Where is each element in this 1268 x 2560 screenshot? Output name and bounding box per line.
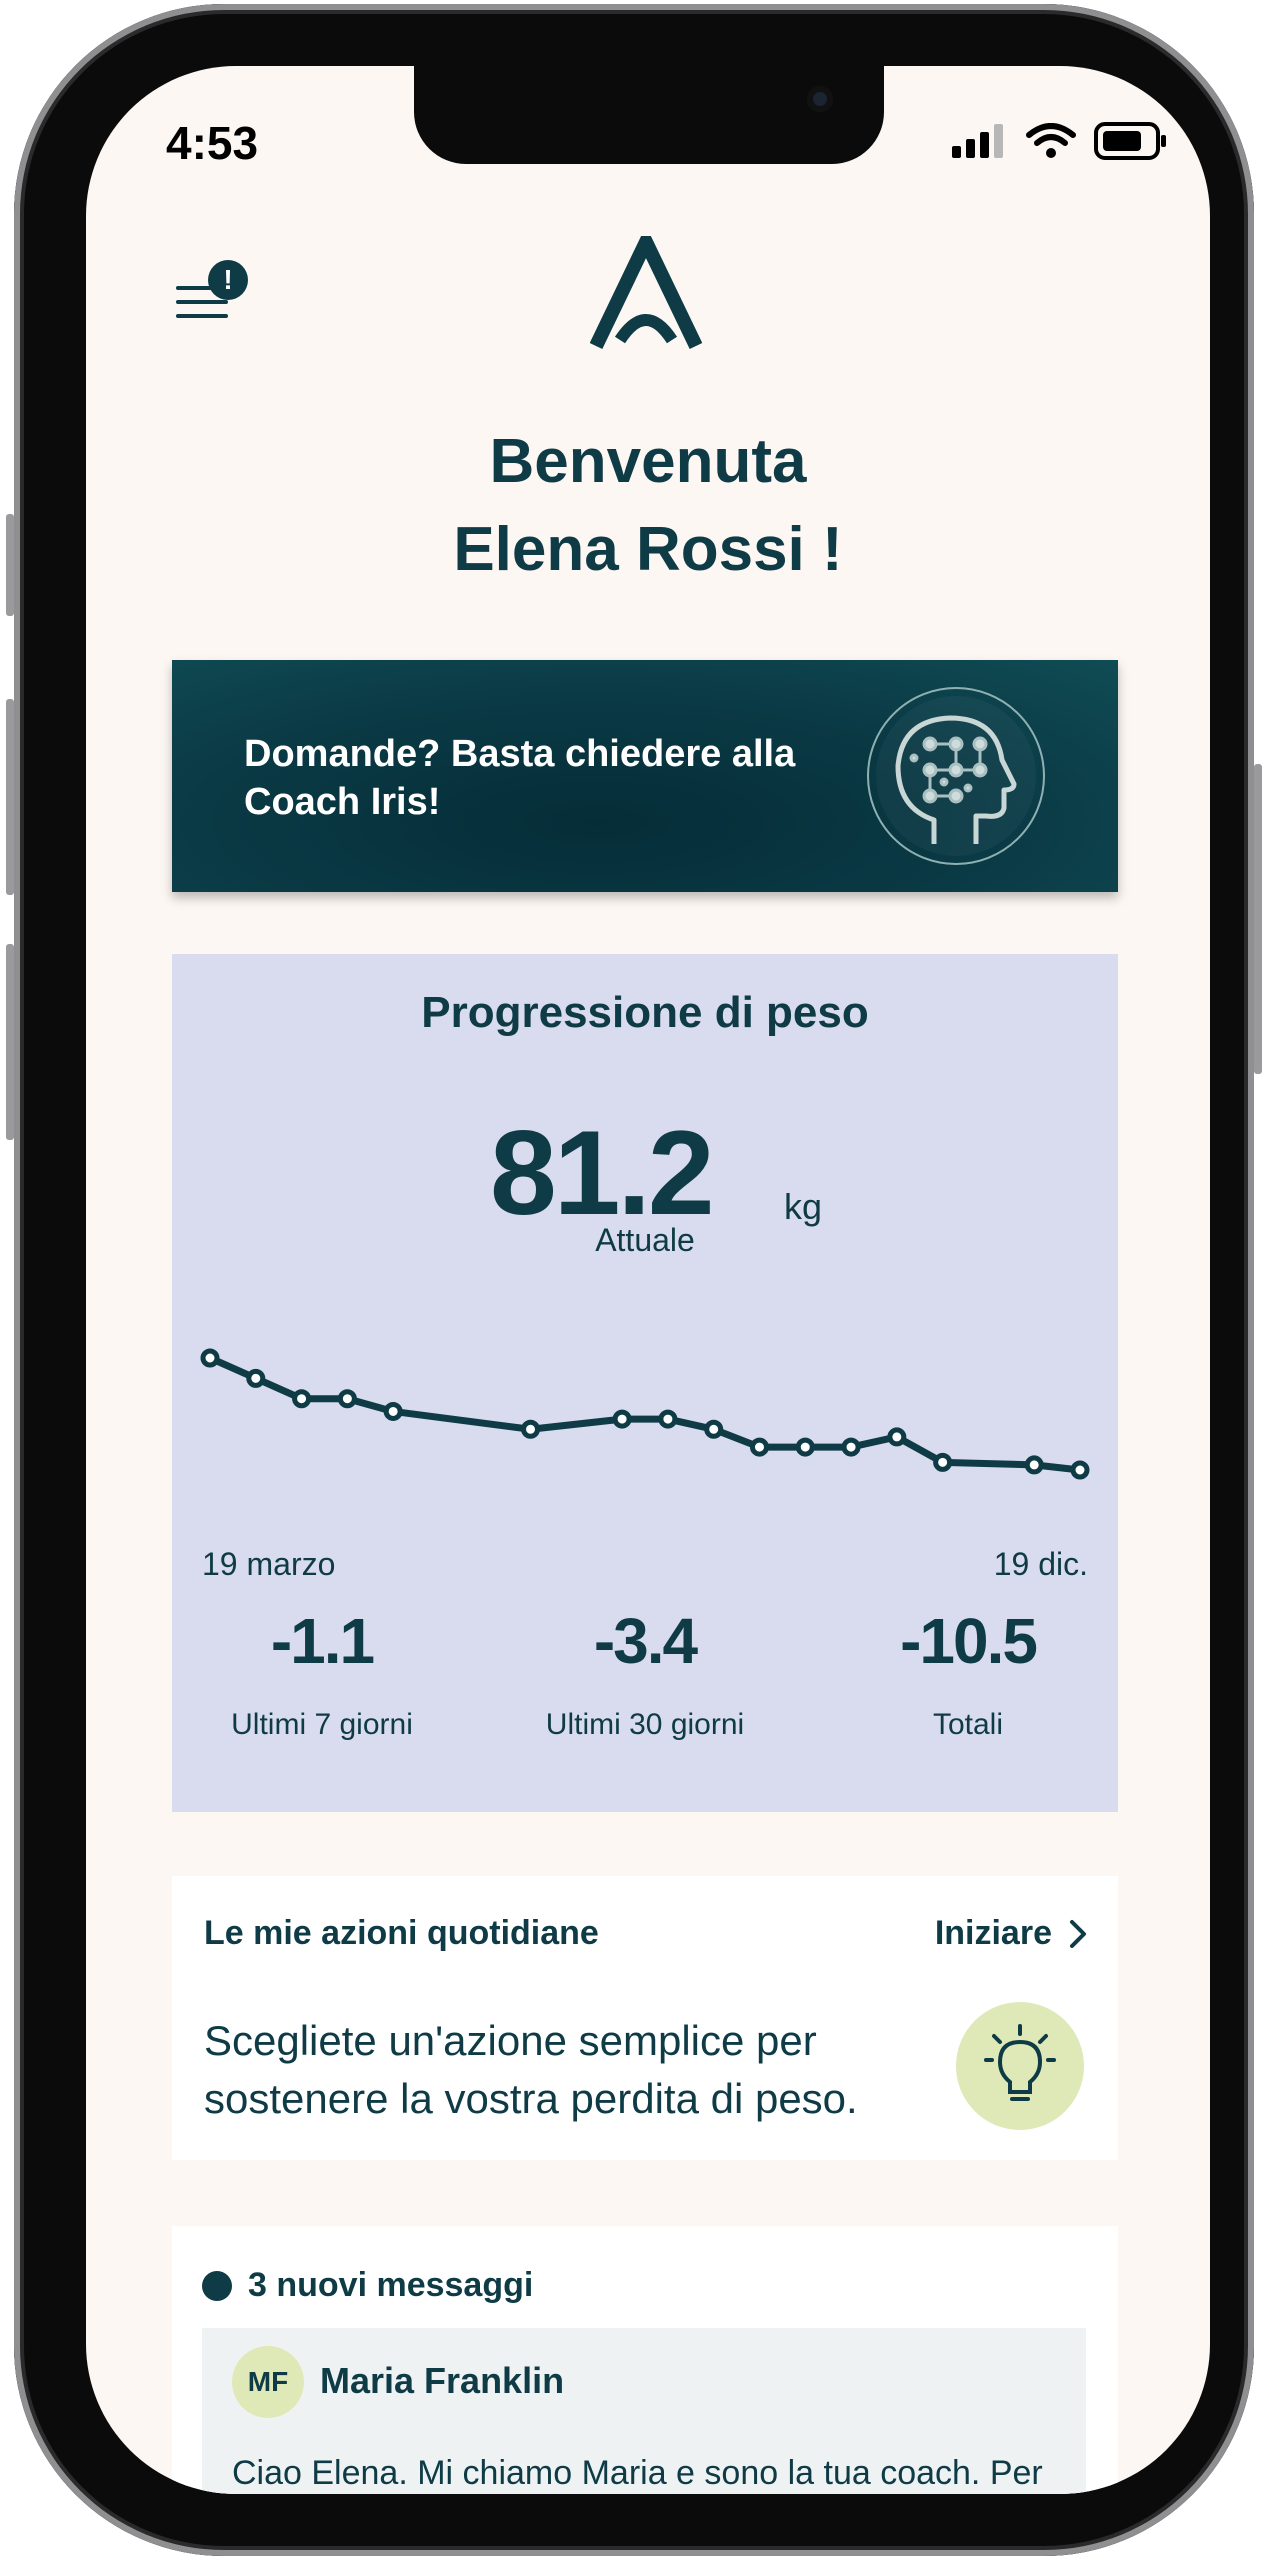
lightbulb-icon bbox=[984, 2024, 1056, 2101]
weight-data-point bbox=[933, 1452, 953, 1472]
weight-data-point bbox=[658, 1409, 678, 1429]
stat-last-7-days: -1.1 Ultimi 7 giorni bbox=[172, 1605, 472, 1742]
chevron-right-icon bbox=[1070, 1919, 1086, 1948]
ai-head-icon bbox=[867, 687, 1045, 865]
stat-total: -10.5 Totali bbox=[818, 1605, 1118, 1742]
weight-progress-card[interactable]: Progressione di peso 81.2 kg Attuale 19 … bbox=[172, 954, 1118, 1812]
coach-iris-banner[interactable]: Domande? Basta chiedere alla Coach Iris! bbox=[172, 660, 1118, 892]
stat-label: Ultimi 30 giorni bbox=[545, 1708, 745, 1741]
weight-data-point bbox=[749, 1437, 769, 1457]
daily-actions-description: Scegliete un'azione semplice per sostene… bbox=[204, 2017, 858, 2122]
current-weight-label: Attuale bbox=[595, 1222, 695, 1258]
welcome-line-1: Benvenuta bbox=[489, 427, 807, 496]
weight-data-point bbox=[246, 1368, 266, 1388]
stat-label: Totali bbox=[932, 1708, 1004, 1741]
chart-start-date: 19 marzo bbox=[202, 1546, 336, 1582]
weight-data-point bbox=[887, 1427, 907, 1447]
current-weight-value: 81.2 bbox=[490, 1106, 715, 1240]
lightbulb-badge bbox=[956, 2002, 1084, 2130]
app-logo bbox=[590, 236, 702, 350]
avatar: MF bbox=[232, 2346, 304, 2418]
weight-data-point bbox=[292, 1389, 312, 1409]
phone-frame: 4:53 ! bbox=[6, 4, 1262, 2556]
weight-data-point bbox=[841, 1437, 861, 1457]
weight-card-title: Progressione di peso bbox=[421, 988, 869, 1037]
cellular-signal-icon bbox=[952, 124, 1003, 158]
wifi-icon bbox=[1026, 123, 1076, 158]
power-button bbox=[1254, 764, 1262, 1074]
message-text: Ciao Elena. Mi chiamo Maria e sono la tu… bbox=[232, 2454, 1043, 2492]
stat-label: Ultimi 7 giorni bbox=[231, 1708, 413, 1741]
weight-data-point bbox=[704, 1419, 724, 1439]
start-action-link[interactable]: Iniziare bbox=[935, 1914, 1088, 1953]
volume-down-button bbox=[6, 944, 14, 1140]
weight-data-point bbox=[612, 1409, 632, 1429]
notification-badge: ! bbox=[208, 260, 248, 300]
daily-actions-card[interactable]: Le mie azioni quotidiane Iniziare Scegli… bbox=[172, 1876, 1118, 2160]
unread-dot-icon bbox=[202, 2270, 232, 2301]
welcome-heading: Benvenuta Elena Rossi ! bbox=[86, 418, 1210, 594]
camera-icon bbox=[807, 86, 833, 112]
stat-last-30-days: -3.4 Ultimi 30 giorni bbox=[495, 1605, 795, 1742]
weight-data-point bbox=[1070, 1460, 1090, 1480]
weight-series-line bbox=[208, 1354, 1081, 1474]
start-action-label: Iniziare bbox=[934, 1914, 1052, 1952]
weight-data-point bbox=[795, 1437, 815, 1457]
weight-data-point bbox=[337, 1389, 357, 1409]
message-sender: Maria Franklin bbox=[320, 2360, 565, 2401]
coach-banner-text: Domande? Basta chiedere alla Coach Iris! bbox=[244, 733, 796, 823]
new-messages-count: 3 nuovi messaggi bbox=[248, 2266, 534, 2304]
stat-value: -10.5 bbox=[900, 1605, 1038, 1677]
weight-line-chart bbox=[200, 1348, 1090, 1480]
message-preview[interactable]: MF Maria Franklin Ciao Elena. Mi chiamo … bbox=[202, 2328, 1086, 2494]
messages-card[interactable]: 3 nuovi messaggi MF Maria Franklin Ciao … bbox=[172, 2226, 1118, 2494]
notch bbox=[414, 66, 884, 164]
battery-icon bbox=[1094, 122, 1166, 160]
stat-value: -1.1 bbox=[270, 1605, 375, 1677]
volume-up-button bbox=[6, 699, 14, 895]
welcome-user-name: Elena Rossi ! bbox=[453, 515, 843, 584]
menu-line-3 bbox=[176, 314, 228, 318]
chart-end-date: 19 dic. bbox=[993, 1546, 1088, 1582]
weight-data-point bbox=[521, 1419, 541, 1439]
weight-data-point bbox=[383, 1401, 403, 1421]
status-icons bbox=[952, 122, 1168, 160]
daily-actions-title: Le mie azioni quotidiane bbox=[204, 1914, 599, 1952]
app-screen: 4:53 ! bbox=[86, 66, 1210, 2494]
weight-data-point bbox=[1024, 1455, 1044, 1475]
menu-line-2 bbox=[176, 300, 228, 304]
weight-unit: kg bbox=[784, 1186, 823, 1227]
stat-value: -3.4 bbox=[593, 1605, 698, 1677]
weight-data-point bbox=[200, 1348, 220, 1368]
status-time: 4:53 bbox=[166, 117, 259, 169]
menu-line-1 bbox=[176, 286, 224, 290]
menu-button[interactable]: ! bbox=[176, 256, 254, 326]
new-messages-header: 3 nuovi messaggi bbox=[202, 2266, 533, 2305]
mute-switch bbox=[6, 514, 14, 616]
